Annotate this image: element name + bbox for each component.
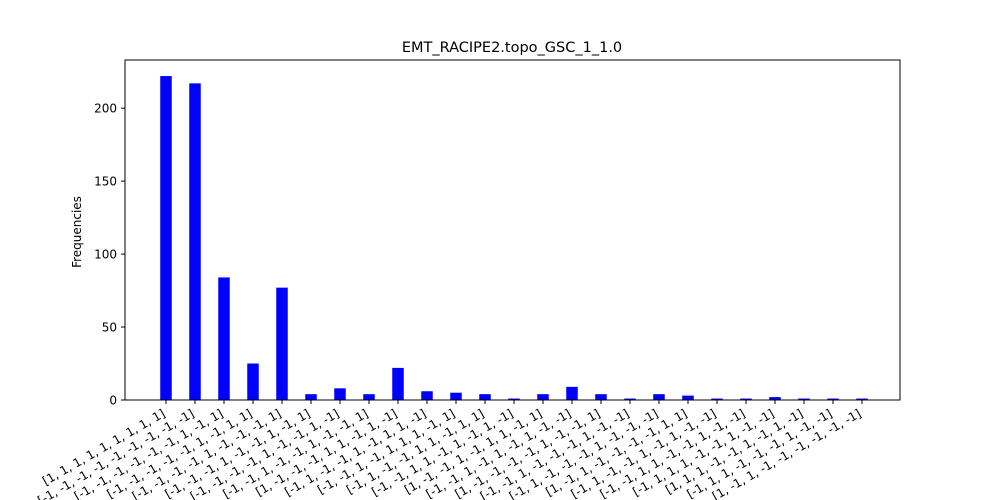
bar xyxy=(247,363,259,400)
bar xyxy=(856,398,868,400)
y-tick-label: 100 xyxy=(94,248,117,262)
bar xyxy=(421,391,433,400)
bar xyxy=(508,398,520,400)
bar xyxy=(189,83,201,400)
bar xyxy=(769,397,781,400)
bar xyxy=(595,394,607,400)
bar xyxy=(682,395,694,400)
bar xyxy=(334,388,346,400)
bar xyxy=(479,394,491,400)
bar xyxy=(537,394,549,400)
bar xyxy=(711,398,723,400)
bar xyxy=(827,398,839,400)
bar xyxy=(653,394,665,400)
bar xyxy=(305,394,317,400)
bar xyxy=(276,287,288,400)
bar xyxy=(566,386,578,400)
bar xyxy=(740,398,752,400)
bar xyxy=(392,367,404,400)
y-axis-label: Frequencies xyxy=(70,196,84,268)
bar xyxy=(450,392,462,400)
bar xyxy=(624,398,636,400)
bar xyxy=(160,76,172,400)
bar xyxy=(218,277,230,400)
chart-title: EMT_RACIPE2.topo_GSC_1_1.0 xyxy=(402,40,622,56)
y-tick-label: 200 xyxy=(94,102,117,116)
bar xyxy=(798,398,810,400)
bar xyxy=(363,394,375,400)
y-tick-label: 150 xyxy=(94,175,117,189)
y-tick-label: 0 xyxy=(109,394,117,408)
plot-frame xyxy=(124,59,901,401)
y-tick-label: 50 xyxy=(102,321,117,335)
